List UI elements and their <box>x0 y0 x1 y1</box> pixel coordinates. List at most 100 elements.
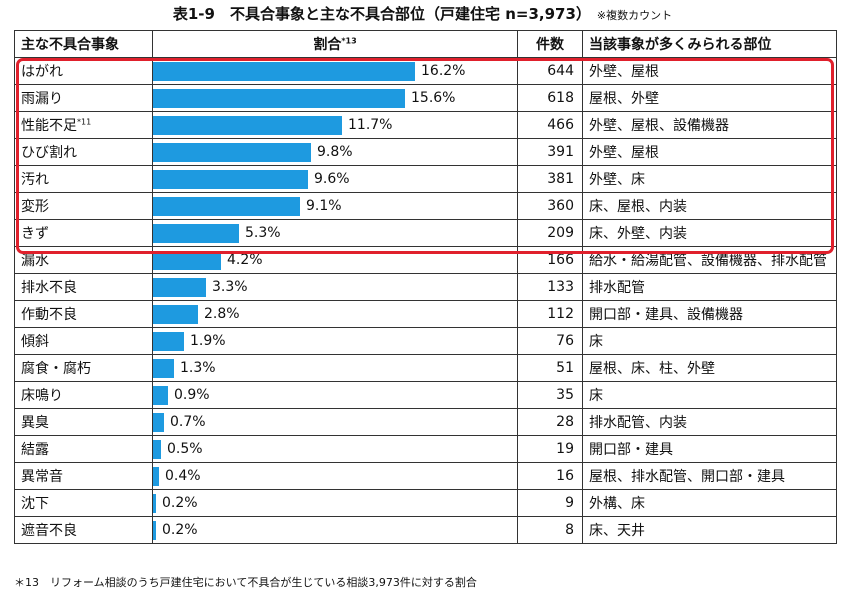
count-cell: 360 <box>517 192 583 220</box>
bar <box>153 467 159 486</box>
parts-cell: 外壁、屋根、設備機器 <box>582 111 837 139</box>
event-label: 作動不良 <box>21 307 77 323</box>
header-parts: 当該事象が多くみられる部位 <box>582 30 837 58</box>
event-label: 漏水 <box>21 253 49 269</box>
count-cell: 51 <box>517 354 583 382</box>
bar-label: 15.6% <box>411 90 456 106</box>
table-row: きず 5.3% 209 床、外壁、内装 <box>14 219 837 247</box>
event-cell: 異臭 <box>14 408 153 436</box>
bar-label: 5.3% <box>245 225 281 241</box>
bar-label: 9.8% <box>317 144 353 160</box>
parts-cell: 屋根、床、柱、外壁 <box>582 354 837 382</box>
bar-label: 0.2% <box>162 522 198 538</box>
parts-cell: 床、屋根、内装 <box>582 192 837 220</box>
table-row: 汚れ 9.6% 381 外壁、床 <box>14 165 837 193</box>
bar <box>153 197 300 216</box>
event-cell: 変形 <box>14 192 153 220</box>
ratio-cell: 11.7% <box>152 111 518 139</box>
ratio-cell: 0.4% <box>152 462 518 490</box>
bar <box>153 440 161 459</box>
event-label: 傾斜 <box>21 334 49 350</box>
ratio-cell: 16.2% <box>152 57 518 85</box>
bar <box>153 386 168 405</box>
bar <box>153 251 221 270</box>
bar <box>153 224 239 243</box>
event-label: 床鳴り <box>21 388 63 404</box>
event-cell: 性能不足*11 <box>14 111 153 139</box>
footnote: ＊13 リフォーム相談のうち戸建住宅において不具合が生じている相談3,973件に… <box>14 576 477 589</box>
table-row: 結露 0.5% 19 開口部・建具 <box>14 435 837 463</box>
count-cell: 209 <box>517 219 583 247</box>
count-cell: 9 <box>517 489 583 517</box>
table-row: 雨漏り 15.6% 618 屋根、外壁 <box>14 84 837 112</box>
header-ratio-sup: *13 <box>341 36 357 46</box>
bar-label: 11.7% <box>348 117 393 133</box>
table-row: 遮音不良 0.2% 8 床、天井 <box>14 516 837 544</box>
ratio-cell: 15.6% <box>152 84 518 112</box>
event-cell: 漏水 <box>14 246 153 274</box>
parts-cell: 床 <box>582 381 837 409</box>
event-label: はがれ <box>21 64 63 80</box>
parts-cell: 外構、床 <box>582 489 837 517</box>
parts-cell: 屋根、排水配管、開口部・建具 <box>582 462 837 490</box>
bar <box>153 494 156 513</box>
bar-label: 9.1% <box>306 198 342 214</box>
table-row: 床鳴り 0.9% 35 床 <box>14 381 837 409</box>
count-cell: 166 <box>517 246 583 274</box>
bar <box>153 413 164 432</box>
table-row: 腐食・腐朽 1.3% 51 屋根、床、柱、外壁 <box>14 354 837 382</box>
count-cell: 19 <box>517 435 583 463</box>
table-row: 異常音 0.4% 16 屋根、排水配管、開口部・建具 <box>14 462 837 490</box>
ratio-cell: 5.3% <box>152 219 518 247</box>
event-label: 結露 <box>21 442 49 458</box>
count-cell: 391 <box>517 138 583 166</box>
bar-label: 0.4% <box>165 468 201 484</box>
parts-cell: 外壁、屋根 <box>582 138 837 166</box>
bar <box>153 305 198 324</box>
ratio-cell: 9.6% <box>152 165 518 193</box>
event-cell: 排水不良 <box>14 273 153 301</box>
event-cell: ひび割れ <box>14 138 153 166</box>
bar-label: 1.3% <box>180 360 216 376</box>
table-row: 漏水 4.2% 166 給水・給湯配管、設備機器、排水配管 <box>14 246 837 274</box>
bar <box>153 62 415 81</box>
count-cell: 8 <box>517 516 583 544</box>
event-cell: 沈下 <box>14 489 153 517</box>
bar-label: 1.9% <box>190 333 226 349</box>
bar <box>153 116 342 135</box>
bar <box>153 359 174 378</box>
count-cell: 28 <box>517 408 583 436</box>
bar-label: 0.7% <box>170 414 206 430</box>
event-cell: 汚れ <box>14 165 153 193</box>
ratio-cell: 9.1% <box>152 192 518 220</box>
event-label: 雨漏り <box>21 91 63 107</box>
count-cell: 644 <box>517 57 583 85</box>
ratio-cell: 0.7% <box>152 408 518 436</box>
parts-cell: 床、外壁、内装 <box>582 219 837 247</box>
event-label: 異臭 <box>21 415 49 431</box>
event-cell: 床鳴り <box>14 381 153 409</box>
ratio-cell: 0.2% <box>152 516 518 544</box>
event-label: きず <box>21 226 49 242</box>
count-cell: 466 <box>517 111 583 139</box>
count-cell: 381 <box>517 165 583 193</box>
parts-cell: 給水・給湯配管、設備機器、排水配管 <box>582 246 837 274</box>
bar <box>153 278 206 297</box>
table-row: 変形 9.1% 360 床、屋根、内装 <box>14 192 837 220</box>
ratio-cell: 2.8% <box>152 300 518 328</box>
event-label: 異常音 <box>21 469 63 485</box>
parts-cell: 外壁、床 <box>582 165 837 193</box>
event-label: 変形 <box>21 199 49 215</box>
bar <box>153 521 156 540</box>
bar-label: 3.3% <box>212 279 248 295</box>
table-row: 作動不良 2.8% 112 開口部・建具、設備機器 <box>14 300 837 328</box>
parts-cell: 床、天井 <box>582 516 837 544</box>
ratio-cell: 1.3% <box>152 354 518 382</box>
count-cell: 35 <box>517 381 583 409</box>
bar-label: 4.2% <box>227 252 263 268</box>
count-cell: 112 <box>517 300 583 328</box>
parts-cell: 開口部・建具 <box>582 435 837 463</box>
parts-cell: 床 <box>582 327 837 355</box>
ratio-cell: 0.9% <box>152 381 518 409</box>
defect-table: 主な不具合事象 割合*13 件数 当該事象が多くみられる部位 はがれ 16.2% 6… <box>14 30 837 544</box>
